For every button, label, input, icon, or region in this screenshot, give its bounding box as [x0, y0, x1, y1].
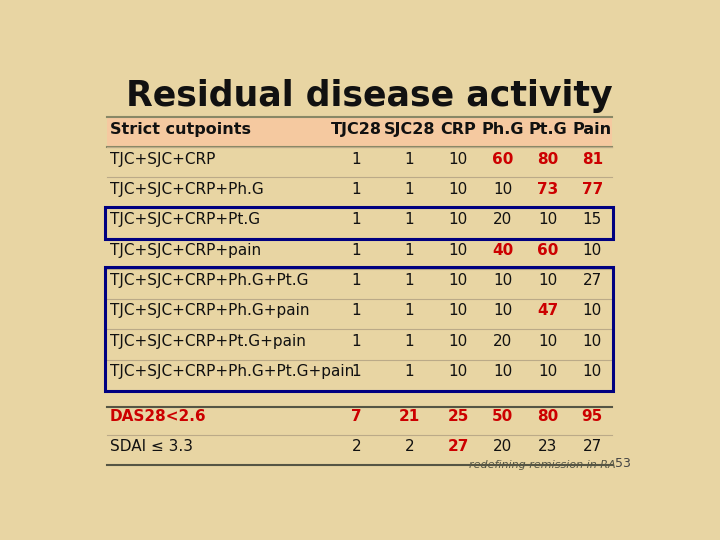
Text: 10: 10 [582, 303, 602, 319]
Text: 27: 27 [582, 273, 602, 288]
Text: 53: 53 [616, 457, 631, 470]
Text: 10: 10 [449, 334, 468, 349]
Text: Pain: Pain [572, 122, 612, 137]
Text: 60: 60 [537, 243, 558, 258]
Text: 10: 10 [582, 364, 602, 379]
Text: SDAI ≤ 3.3: SDAI ≤ 3.3 [109, 440, 192, 455]
Text: 1: 1 [405, 182, 414, 197]
Text: 10: 10 [449, 364, 468, 379]
Text: 27: 27 [582, 440, 602, 455]
Text: 7: 7 [351, 409, 361, 424]
Bar [105, 207, 613, 239]
Text: 10: 10 [449, 182, 468, 197]
Text: 1: 1 [351, 212, 361, 227]
Text: 50: 50 [492, 409, 513, 424]
Text: 10: 10 [449, 273, 468, 288]
Text: 1: 1 [405, 334, 414, 349]
Text: 20: 20 [493, 334, 513, 349]
Text: TJC+SJC+CRP+Ph.G+Pt.G+pain: TJC+SJC+CRP+Ph.G+Pt.G+pain [109, 364, 354, 379]
Text: TJC+SJC+CRP+Ph.G+pain: TJC+SJC+CRP+Ph.G+pain [109, 303, 309, 319]
Text: 1: 1 [351, 182, 361, 197]
Text: 10: 10 [538, 212, 557, 227]
Text: 2: 2 [351, 440, 361, 455]
Text: TJC+SJC+CRP: TJC+SJC+CRP [109, 152, 215, 167]
Text: TJC+SJC+CRP+Ph.G+Pt.G: TJC+SJC+CRP+Ph.G+Pt.G [109, 273, 308, 288]
Text: 10: 10 [582, 334, 602, 349]
Text: 47: 47 [537, 303, 558, 319]
Text: 1: 1 [351, 243, 361, 258]
Text: Pt.G: Pt.G [528, 122, 567, 137]
Text: 40: 40 [492, 243, 513, 258]
Text: DAS28<2.6: DAS28<2.6 [109, 409, 206, 424]
Text: 10: 10 [493, 364, 513, 379]
Text: 25: 25 [448, 409, 469, 424]
Text: 1: 1 [405, 303, 414, 319]
Text: 80: 80 [537, 152, 558, 167]
Text: 77: 77 [582, 182, 603, 197]
Text: redefining remission in RA: redefining remission in RA [469, 460, 616, 470]
Text: 10: 10 [582, 243, 602, 258]
Text: 1: 1 [351, 273, 361, 288]
Text: 10: 10 [493, 303, 513, 319]
Text: 2: 2 [405, 440, 414, 455]
Text: 10: 10 [449, 212, 468, 227]
Text: 10: 10 [493, 273, 513, 288]
Text: 81: 81 [582, 152, 603, 167]
Text: Residual disease activity: Residual disease activity [126, 79, 612, 113]
Text: TJC+SJC+CRP+pain: TJC+SJC+CRP+pain [109, 243, 261, 258]
Text: 20: 20 [493, 212, 513, 227]
Text: 95: 95 [582, 409, 603, 424]
Text: 10: 10 [538, 334, 557, 349]
Text: TJC28: TJC28 [331, 122, 382, 137]
Text: 10: 10 [493, 182, 513, 197]
Bar [107, 117, 612, 147]
Text: CRP: CRP [441, 122, 476, 137]
Text: 1: 1 [351, 303, 361, 319]
Text: 23: 23 [538, 440, 557, 455]
Text: 1: 1 [351, 334, 361, 349]
Text: TJC+SJC+CRP+Ph.G: TJC+SJC+CRP+Ph.G [109, 182, 264, 197]
Text: 10: 10 [449, 152, 468, 167]
Text: 73: 73 [537, 182, 558, 197]
Text: TJC+SJC+CRP+Pt.G: TJC+SJC+CRP+Pt.G [109, 212, 260, 227]
Text: 1: 1 [405, 243, 414, 258]
Text: 10: 10 [449, 243, 468, 258]
Text: Strict cutpoints: Strict cutpoints [109, 122, 251, 137]
Text: 10: 10 [449, 303, 468, 319]
Text: Ph.G: Ph.G [482, 122, 524, 137]
Text: 21: 21 [399, 409, 420, 424]
Text: 80: 80 [537, 409, 558, 424]
Text: 27: 27 [448, 440, 469, 455]
Bar [105, 267, 613, 391]
Text: 1: 1 [351, 364, 361, 379]
Text: 1: 1 [405, 212, 414, 227]
Text: 1: 1 [405, 364, 414, 379]
Text: TJC+SJC+CRP+Pt.G+pain: TJC+SJC+CRP+Pt.G+pain [109, 334, 305, 349]
Text: SJC28: SJC28 [384, 122, 435, 137]
Text: 15: 15 [582, 212, 602, 227]
Text: 1: 1 [405, 273, 414, 288]
Text: 60: 60 [492, 152, 513, 167]
Text: 1: 1 [405, 152, 414, 167]
Text: 1: 1 [351, 152, 361, 167]
Text: 10: 10 [538, 273, 557, 288]
Text: 10: 10 [538, 364, 557, 379]
Text: 20: 20 [493, 440, 513, 455]
